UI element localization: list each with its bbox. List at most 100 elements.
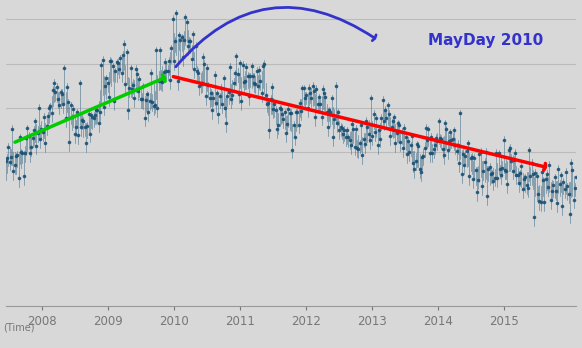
Point: [312, 86, 321, 92]
Point: [48, 87, 58, 93]
Point: [57, 92, 66, 97]
Point: [182, 19, 191, 25]
Point: [225, 64, 235, 70]
Point: [547, 188, 556, 193]
Point: [501, 167, 510, 173]
Point: [550, 175, 559, 180]
Point: [5, 159, 15, 164]
Point: [318, 86, 328, 92]
Point: [247, 63, 256, 69]
Point: [10, 163, 19, 168]
Point: [489, 178, 498, 184]
Point: [116, 56, 125, 61]
Point: [169, 58, 179, 64]
Point: [139, 84, 148, 89]
Point: [278, 112, 287, 117]
Point: [530, 214, 539, 220]
Point: [107, 58, 116, 64]
Point: [209, 95, 218, 100]
Point: [131, 66, 140, 72]
Point: [236, 60, 245, 66]
Point: [24, 133, 33, 139]
Point: [123, 107, 133, 113]
Point: [30, 118, 40, 124]
Point: [254, 67, 264, 72]
Point: [272, 126, 282, 132]
Point: [238, 62, 247, 67]
Point: [88, 114, 97, 120]
Point: [118, 52, 127, 57]
Point: [206, 90, 215, 96]
Point: [240, 78, 250, 84]
Point: [339, 132, 348, 137]
Point: [26, 150, 35, 156]
Point: [136, 96, 146, 102]
Point: [184, 38, 194, 44]
Point: [289, 122, 298, 127]
Point: [546, 197, 555, 203]
Point: [317, 114, 327, 119]
Point: [162, 68, 171, 73]
Point: [491, 150, 501, 156]
Point: [298, 85, 307, 91]
Point: [145, 98, 154, 104]
Point: [425, 150, 434, 156]
Point: [301, 92, 311, 98]
Point: [509, 157, 519, 163]
Point: [173, 78, 182, 84]
Point: [570, 185, 580, 190]
Point: [204, 82, 213, 88]
Point: [144, 109, 153, 114]
Point: [140, 115, 149, 120]
Point: [327, 95, 336, 101]
Point: [343, 134, 353, 140]
Point: [384, 111, 393, 117]
Point: [150, 102, 159, 108]
Point: [460, 163, 469, 168]
Point: [79, 118, 88, 124]
Point: [22, 136, 31, 141]
Point: [456, 110, 465, 116]
Point: [234, 91, 243, 96]
Point: [271, 107, 281, 113]
Point: [151, 48, 161, 53]
Point: [102, 76, 111, 81]
Point: [108, 63, 118, 69]
Point: [538, 177, 548, 183]
Point: [387, 125, 396, 130]
Point: [450, 142, 460, 148]
Point: [315, 101, 325, 106]
Point: [80, 124, 90, 130]
Point: [276, 106, 286, 112]
Point: [103, 80, 112, 86]
Point: [109, 98, 119, 104]
Point: [367, 95, 376, 101]
Point: [502, 168, 511, 173]
Point: [377, 115, 386, 121]
Point: [307, 95, 316, 101]
Point: [265, 127, 274, 132]
Point: [34, 105, 44, 111]
Point: [232, 53, 241, 59]
Point: [85, 131, 94, 136]
Point: [179, 37, 189, 43]
Point: [399, 145, 408, 151]
Point: [434, 118, 443, 124]
Point: [71, 125, 80, 130]
Point: [392, 130, 402, 136]
Point: [165, 78, 175, 83]
Point: [54, 96, 63, 102]
Point: [313, 101, 322, 107]
Point: [299, 86, 308, 91]
Point: [389, 114, 399, 120]
Point: [416, 169, 425, 175]
Point: [266, 96, 275, 102]
Point: [486, 172, 495, 177]
Point: [33, 130, 42, 136]
Point: [372, 115, 381, 121]
Point: [163, 69, 172, 74]
Point: [325, 107, 334, 113]
Point: [47, 110, 56, 116]
Point: [438, 146, 447, 152]
Point: [400, 125, 409, 131]
